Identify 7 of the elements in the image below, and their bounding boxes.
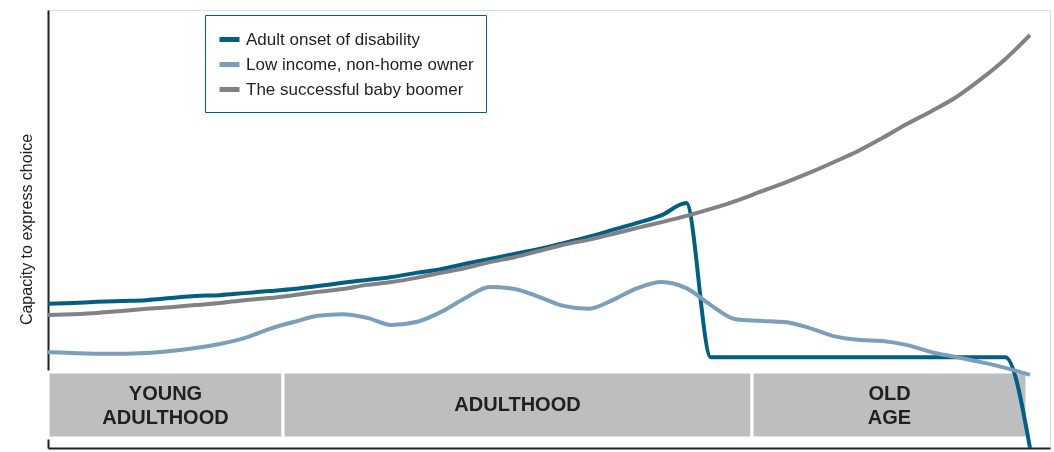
y-axis-title: Capacity to express choice (17, 133, 35, 326)
annotation: OLD AGE (867, 382, 912, 428)
annotation: YOUNG ADULTHOOD (102, 382, 229, 428)
annotation: ADULTHOOD (454, 393, 581, 415)
legend-label: The successful baby boomer (246, 79, 464, 99)
legend-label: Low income, non-home owner (246, 54, 475, 74)
legend-label: Adult onset of disability (246, 29, 421, 49)
